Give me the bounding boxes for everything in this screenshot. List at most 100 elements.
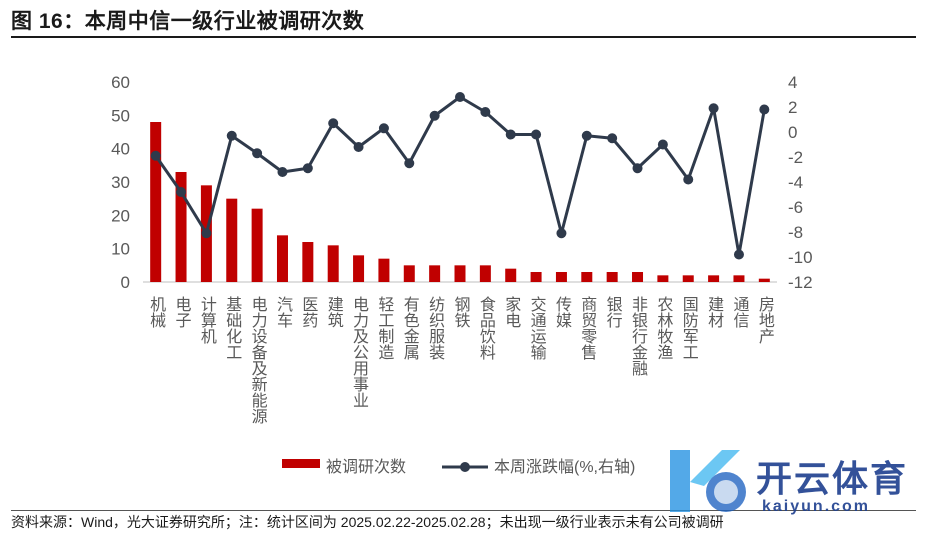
source-note: 资料来源：Wind，光大证券研究所；注：统计区间为 2025.02.22-202… <box>11 514 724 530</box>
line-point <box>277 167 288 177</box>
left-tick-label: 20 <box>111 206 130 225</box>
category-label: 商贸零售 <box>578 296 597 360</box>
left-tick-label: 50 <box>111 106 130 125</box>
category-label: 电子 <box>173 296 192 328</box>
line-point <box>581 130 592 141</box>
category-label: 建筑 <box>325 296 344 328</box>
bar <box>353 255 365 282</box>
line-point <box>176 187 187 197</box>
category-label: 通信 <box>730 296 749 328</box>
line-point <box>328 118 339 129</box>
watermark-url: kaiyun.com <box>762 498 871 515</box>
line-point <box>683 174 694 185</box>
line-point <box>607 133 618 144</box>
chart: 0 10 20 30 40 50 60 -12 -10 -8 -6 -4 -2 0 2 4 机械 电子 计算机基… <box>111 73 813 476</box>
legend-bar-swatch <box>282 459 320 468</box>
left-tick-label: 0 <box>121 273 130 292</box>
right-tick-label: -8 <box>788 223 803 242</box>
watermark: 开云体育 kaiyun.com <box>660 442 920 522</box>
category-label: 建材 <box>705 296 724 328</box>
bar <box>276 235 288 282</box>
bar <box>429 265 441 282</box>
bar <box>327 245 339 282</box>
bar <box>302 242 314 282</box>
line-point <box>657 139 668 150</box>
bar <box>150 122 162 282</box>
line-point <box>505 129 516 140</box>
left-axis-ticks: 0 10 20 30 40 50 60 <box>111 73 130 292</box>
right-tick-label: 2 <box>788 98 797 117</box>
right-tick-label: -10 <box>788 248 813 267</box>
line-point <box>201 228 212 239</box>
figure-title: 图 16：本周中信一级行业被调研次数 <box>11 10 365 33</box>
category-label: 家电 <box>502 296 521 328</box>
bar <box>505 268 517 282</box>
legend-line-label: 本周涨跌幅(%,右轴) <box>494 458 635 476</box>
footer-divider <box>11 510 916 511</box>
title-divider <box>11 36 916 38</box>
bar <box>758 278 770 282</box>
line-point <box>378 123 389 134</box>
left-tick-label: 40 <box>111 140 130 159</box>
category-label: 有色金属 <box>401 296 420 360</box>
line-point <box>429 110 440 121</box>
category-label: 计算机 <box>198 296 217 345</box>
right-tick-label: -6 <box>788 198 803 217</box>
line-point <box>252 148 263 159</box>
category-label: 机械 <box>147 296 166 328</box>
line-point <box>556 228 567 239</box>
right-axis-ticks: -12 -10 -8 -6 -4 -2 0 2 4 <box>788 73 813 292</box>
category-label: 非银行金融 <box>629 296 648 377</box>
category-label: 农林牧渔 <box>654 296 673 360</box>
line-series <box>150 92 770 260</box>
category-label: 汽车 <box>274 296 293 328</box>
bar <box>454 265 466 282</box>
bar <box>555 272 567 282</box>
category-label: 传媒 <box>553 296 572 328</box>
watermark-text: 开云体育 <box>756 458 909 499</box>
watermark-logo-icon <box>670 450 746 512</box>
line-point <box>226 130 237 141</box>
category-label: 轻工制造 <box>375 296 394 360</box>
legend-line-marker <box>460 462 470 472</box>
right-tick-label: -2 <box>788 148 803 167</box>
bar <box>708 275 720 282</box>
left-tick-label: 10 <box>111 240 130 259</box>
category-label: 电力设备及新能源 <box>249 296 268 425</box>
bar <box>581 272 593 282</box>
bar <box>175 172 187 282</box>
bar-series <box>150 122 770 282</box>
category-label: 钢铁 <box>452 296 471 328</box>
line-point <box>531 129 542 140</box>
left-tick-label: 30 <box>111 173 130 192</box>
line-point <box>708 103 719 114</box>
line-point <box>759 104 770 115</box>
category-label: 国防军工 <box>680 296 699 360</box>
bar <box>632 272 644 282</box>
bar <box>530 272 542 282</box>
line-point <box>150 150 161 161</box>
bar <box>606 272 618 282</box>
category-label: 电力及公用事业 <box>350 296 369 408</box>
bar <box>733 275 745 282</box>
line-point <box>480 107 491 117</box>
category-label: 基础化工 <box>223 296 242 360</box>
category-label: 医药 <box>299 296 318 329</box>
line-point <box>353 142 364 152</box>
right-tick-label: 4 <box>788 73 797 92</box>
legend-bar-label: 被调研次数 <box>326 458 406 476</box>
line-point <box>455 92 465 102</box>
line-point <box>302 163 313 174</box>
category-labels: 机械 电子 计算机 基础化工 电力设备及新能源 汽车 医药 建筑 电力及公用事业 轻工制造 有色金属… <box>147 296 775 425</box>
bar <box>251 208 263 282</box>
category-label: 交通运输 <box>528 296 547 360</box>
line-point <box>632 163 643 174</box>
left-tick-label: 60 <box>111 73 130 92</box>
right-tick-label: 0 <box>788 123 797 142</box>
right-tick-label: -12 <box>788 273 813 292</box>
bar <box>378 258 390 282</box>
bar <box>479 265 491 282</box>
line-path <box>154 95 766 256</box>
category-label: 食品饮料 <box>477 296 496 360</box>
category-label: 纺织服装 <box>426 296 445 360</box>
